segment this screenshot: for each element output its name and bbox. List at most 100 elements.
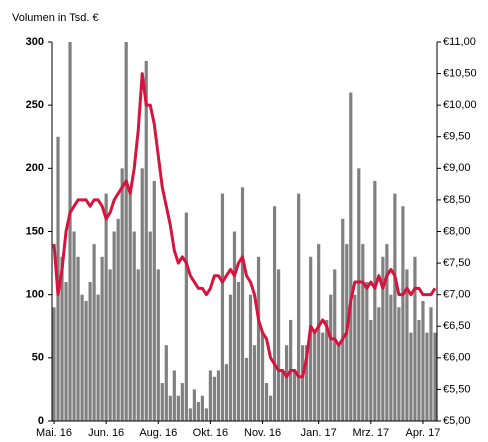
bar: [152, 180, 156, 421]
bar: [389, 294, 393, 421]
bar: [381, 256, 385, 421]
bar: [92, 244, 96, 421]
y2-tick-label: €7,50: [443, 257, 471, 269]
bar: [256, 256, 261, 421]
bar: [329, 294, 333, 421]
y2-tick-label: €6,00: [443, 352, 471, 364]
bar: [429, 307, 433, 421]
y-tick-label: 150: [26, 225, 44, 237]
bar: [305, 345, 309, 421]
bar: [192, 389, 196, 421]
bar: [353, 294, 357, 421]
bar: [124, 42, 128, 421]
bar: [72, 231, 76, 421]
bar: [208, 370, 213, 421]
bar: [365, 282, 369, 421]
y2-tick-label: €10,50: [443, 67, 477, 79]
bar: [220, 193, 225, 421]
bar: [216, 370, 221, 421]
bar: [232, 231, 237, 421]
price-line: [52, 72, 437, 379]
y-tick-label: 250: [26, 99, 44, 111]
bar: [204, 408, 209, 421]
bar: [228, 294, 233, 421]
bar: [373, 180, 377, 421]
bar: [272, 206, 277, 421]
y2-tick-label: €11,00: [443, 36, 476, 48]
bar: [333, 269, 337, 421]
y-tick-label: 0: [38, 415, 44, 427]
bar: [120, 168, 124, 421]
bar: [321, 332, 325, 421]
bar: [280, 370, 285, 421]
y2-tick-label: €8,00: [443, 225, 471, 237]
bar: [180, 383, 184, 421]
y2-tick-label: €5,50: [443, 383, 471, 395]
chart-title: Volumen in Tsd. €: [12, 12, 99, 24]
bar: [64, 282, 68, 421]
bar: [104, 193, 108, 421]
x-tick-label: Okt. 16: [193, 427, 228, 439]
bar: [369, 319, 373, 421]
bar: [337, 345, 341, 421]
bar: [260, 332, 265, 421]
bar: [144, 60, 148, 421]
bar: [421, 300, 425, 421]
bar: [397, 307, 401, 421]
bar: [325, 319, 329, 421]
x-tick-label: Mrz. 17: [352, 427, 389, 439]
bar: [168, 395, 172, 421]
bar: [184, 212, 188, 421]
bar: [393, 193, 397, 421]
bar: [341, 218, 345, 421]
bar: [84, 300, 88, 421]
x-tick-label: Aug. 16: [139, 427, 177, 439]
x-tick-label: Jan. 17: [301, 427, 337, 439]
bar: [293, 370, 297, 421]
bar: [128, 193, 132, 421]
bar: [425, 332, 429, 421]
y2-tick-label: €8,50: [443, 194, 471, 206]
bar: [385, 244, 389, 421]
bar: [301, 345, 305, 421]
bar: [264, 383, 269, 421]
x-tick-label: Nov. 16: [244, 427, 281, 439]
y2-tick-label: €9,50: [443, 131, 471, 143]
y-tick-label: 300: [26, 36, 44, 48]
bar: [276, 269, 281, 421]
bar: [405, 269, 409, 421]
bar: [240, 187, 245, 421]
bar: [188, 408, 192, 421]
bar: [116, 218, 120, 421]
y2-tick-label: €9,00: [443, 162, 471, 174]
bar: [76, 256, 80, 421]
bar: [160, 383, 164, 421]
bar: [268, 395, 273, 421]
bar: [361, 244, 365, 421]
bar: [244, 357, 249, 421]
bar: [60, 256, 64, 421]
y2-tick-label: €6,50: [443, 320, 471, 332]
bar: [100, 256, 104, 421]
bar: [132, 231, 136, 421]
bar: [68, 42, 72, 421]
bar: [148, 231, 152, 421]
bar: [112, 231, 116, 421]
bar: [140, 168, 144, 421]
bar: [52, 307, 56, 421]
y-tick-label: 200: [26, 162, 44, 174]
bar: [401, 206, 405, 421]
x-tick-label: Mai. 16: [36, 427, 72, 439]
bar: [224, 364, 229, 421]
bar: [212, 376, 217, 421]
bar: [200, 395, 204, 421]
bar: [285, 345, 289, 421]
bar: [409, 332, 413, 421]
x-tick-label: Jun. 16: [88, 427, 124, 439]
x-tick-label: Apr. 17: [406, 427, 441, 439]
bar: [80, 294, 84, 421]
bar: [297, 193, 301, 421]
bar: [413, 256, 417, 421]
y2-tick-label: €7,00: [443, 289, 471, 301]
